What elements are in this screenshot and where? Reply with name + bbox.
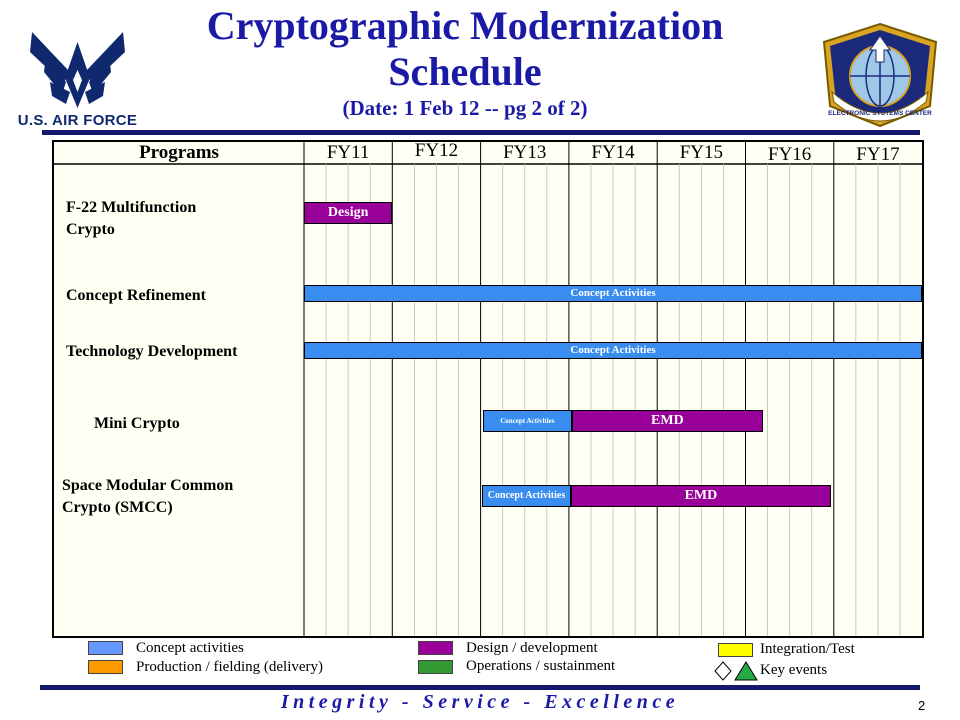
program-label: Mini Crypto: [94, 413, 180, 435]
programs-header: Programs: [139, 142, 219, 163]
legend-swatch-operations: [418, 660, 453, 674]
fy-header-fy12: FY12: [414, 140, 459, 161]
legend-swatch-production: [88, 660, 123, 674]
program-label-line: Mini Crypto: [94, 415, 180, 432]
page-subtitle: (Date: 1 Feb 12 -- pg 2 of 2): [342, 96, 588, 120]
schedule-chart: Programs FY11 FY12 FY13 FY14 FY15 FY16 FY17 F-…: [52, 140, 924, 638]
page-number: 2: [918, 698, 926, 713]
footer-motto: Integrity - Service - Excellence: [280, 691, 680, 713]
program-label-line: Concept Refinement: [66, 287, 206, 304]
schedule-grid: [54, 142, 922, 636]
fy-header-fy17: FY17: [856, 144, 900, 165]
program-label-line: Technology Development: [66, 343, 238, 360]
key-events-icon: [714, 661, 758, 681]
program-label: Space Modular Common Crypto (SMCC): [62, 475, 233, 519]
fy-header-fy15: FY15: [679, 142, 723, 163]
program-label-line: Crypto: [66, 221, 115, 238]
program-label-line: Space Modular Common: [62, 477, 234, 494]
program-label: Technology Development: [66, 341, 237, 363]
header-rule: [42, 130, 920, 135]
program-label-line: Crypto (SMCC): [62, 499, 173, 516]
air-force-logo-text: U.S. AIR FORCE: [17, 112, 138, 129]
schedule-bar: EMD: [570, 485, 832, 507]
fy-header-fy16: FY16: [768, 144, 812, 165]
schedule-bar: Concept Activities: [304, 342, 922, 359]
seal-text: ELECTRONIC SYSTEMS CENTER: [828, 110, 932, 117]
schedule-bar: Design: [304, 202, 393, 224]
fy-header-fy11: FY11: [326, 142, 370, 163]
legend-concept: Concept activities: [136, 640, 244, 656]
legend-key-events: Key events: [760, 662, 828, 678]
legend-swatch-concept: [88, 641, 123, 655]
schedule-bar: Concept Activities: [304, 285, 922, 302]
program-label: F-22 Multifunction Crypto: [66, 197, 196, 241]
legend-swatch-design: [418, 641, 453, 655]
schedule-bar: EMD: [571, 410, 764, 432]
schedule-bar: Concept Activities: [482, 485, 571, 507]
air-force-logo: [30, 32, 125, 108]
fy-header-fy13: FY13: [503, 142, 547, 163]
page-title-line1: Cryptographic Modernization: [206, 3, 724, 48]
legend-swatch-integration: [718, 643, 753, 657]
program-label: Concept Refinement: [66, 285, 206, 307]
footer-rule: [40, 685, 920, 690]
legend-operations: Operations / sustainment: [466, 658, 616, 674]
fy-header-fy14: FY14: [591, 142, 635, 163]
legend-design: Design / development: [466, 640, 598, 656]
electronic-systems-center-seal: ELECTRONIC SYSTEMS CENTER: [822, 22, 938, 128]
legend-integration: Integration/Test: [760, 641, 855, 657]
schedule-bar: Concept Activities: [483, 410, 572, 432]
legend-production: Production / fielding (delivery): [136, 659, 324, 675]
page-title-line2: Schedule: [388, 49, 542, 94]
program-label-line: F-22 Multifunction: [66, 199, 197, 216]
